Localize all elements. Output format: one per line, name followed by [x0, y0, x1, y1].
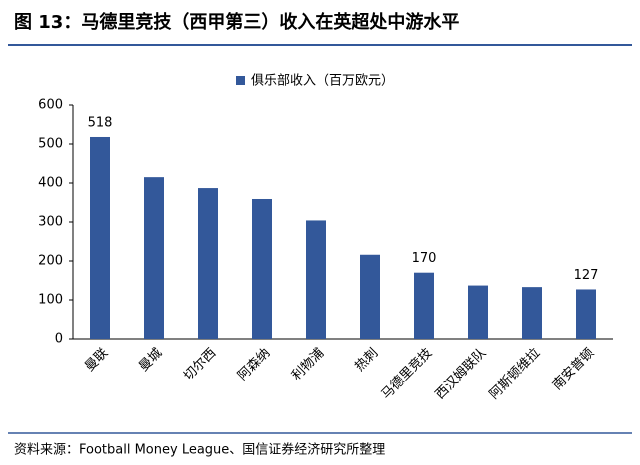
value-label: 518 — [88, 115, 113, 130]
bar — [468, 285, 488, 339]
x-tick-label: 马德里竞技 — [378, 345, 435, 402]
y-tick-label: 600 — [38, 98, 63, 113]
legend-label: 俱乐部收入（百万欧元） — [251, 74, 394, 89]
y-tick-label: 0 — [55, 332, 63, 347]
chart-title: 图 13：马德里竞技（西甲第三）收入在英超处中游水平 — [14, 11, 459, 33]
x-tick-label: 阿斯顿维拉 — [487, 346, 544, 403]
x-tick-label: 切尔西 — [181, 346, 219, 384]
legend-swatch — [236, 76, 245, 85]
y-tick-label: 100 — [38, 293, 63, 308]
bar — [360, 254, 380, 339]
bar — [576, 289, 596, 339]
x-tick-label: 南安普顿 — [549, 345, 597, 393]
y-tick-label: 200 — [38, 254, 63, 269]
x-tick-label: 曼城 — [136, 346, 165, 375]
x-tick-label: 阿森纳 — [235, 346, 273, 384]
x-tick-label: 热刺 — [352, 346, 381, 375]
x-tick-label: 西汉姆联队 — [433, 346, 490, 403]
source: 资料来源：Football Money League、国信证券经济研究所整理 — [14, 442, 385, 458]
bar — [198, 188, 218, 339]
value-label: 170 — [412, 251, 437, 266]
y-tick-label: 500 — [38, 137, 63, 152]
y-tick-label: 300 — [38, 215, 63, 230]
value-label: 127 — [574, 268, 599, 283]
y-tick-label: 400 — [38, 176, 63, 191]
bar — [90, 136, 110, 339]
bar — [144, 177, 164, 339]
bar — [522, 287, 542, 339]
x-tick-label: 利物浦 — [289, 346, 327, 384]
bar — [414, 272, 434, 339]
bar — [252, 198, 272, 339]
bar — [306, 220, 326, 339]
x-tick-label: 曼联 — [82, 346, 111, 375]
